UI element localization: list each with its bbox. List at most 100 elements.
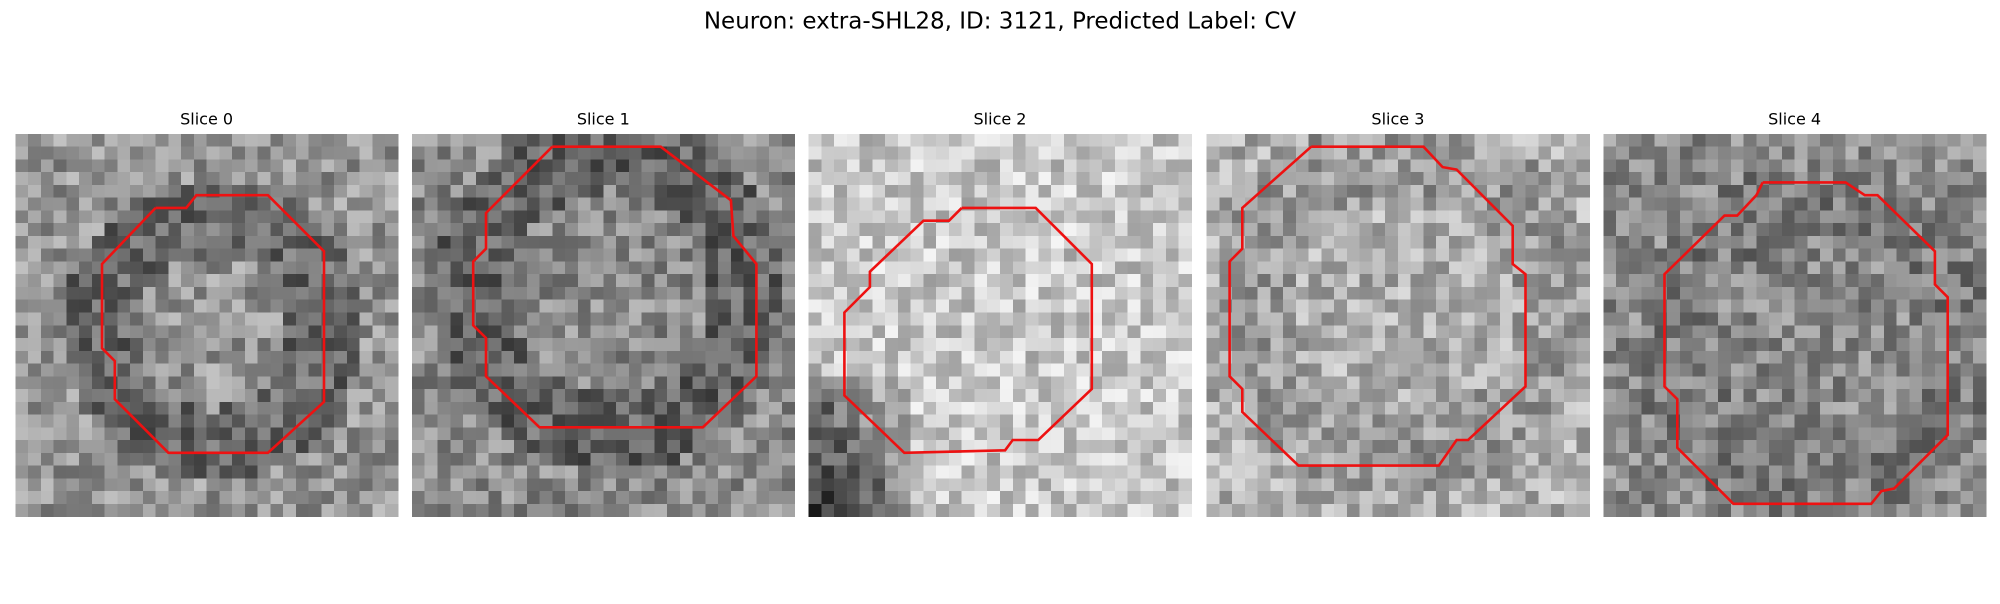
image-pixel bbox=[692, 465, 706, 479]
image-pixel bbox=[616, 210, 630, 224]
image-pixel bbox=[526, 223, 541, 237]
image-pixel bbox=[961, 133, 976, 148]
image-pixel bbox=[603, 440, 617, 454]
image-pixel bbox=[1679, 299, 1694, 314]
image-pixel bbox=[463, 389, 477, 403]
image-pixel bbox=[488, 261, 502, 275]
image-pixel bbox=[1692, 197, 1706, 212]
image-pixel bbox=[834, 210, 848, 224]
image-pixel bbox=[667, 389, 681, 403]
image-pixel bbox=[232, 363, 246, 377]
image-pixel bbox=[1127, 146, 1141, 161]
image-pixel bbox=[1423, 312, 1437, 326]
image-pixel bbox=[411, 286, 426, 301]
image-pixel bbox=[808, 235, 823, 250]
image-pixel bbox=[488, 465, 502, 479]
image-pixel bbox=[501, 286, 515, 301]
image-pixel bbox=[552, 235, 566, 250]
image-pixel bbox=[1308, 325, 1323, 339]
image-pixel bbox=[667, 197, 681, 212]
image-pixel bbox=[1807, 401, 1821, 416]
image-pixel bbox=[142, 133, 157, 148]
image-pixel bbox=[1461, 312, 1476, 326]
image-pixel bbox=[936, 389, 950, 403]
image-pixel bbox=[1743, 312, 1757, 326]
image-pixel bbox=[616, 465, 630, 479]
image-pixel bbox=[1667, 363, 1681, 377]
image-pixel bbox=[1628, 452, 1643, 467]
image-pixel bbox=[743, 465, 757, 479]
image-pixel bbox=[679, 350, 694, 365]
image-pixel bbox=[1499, 440, 1514, 454]
image-pixel bbox=[1270, 146, 1284, 161]
image-pixel bbox=[385, 338, 399, 352]
image-pixel bbox=[1178, 286, 1192, 301]
image-pixel bbox=[1165, 478, 1180, 492]
image-pixel bbox=[1385, 465, 1399, 479]
image-pixel bbox=[948, 401, 963, 416]
image-pixel bbox=[475, 491, 490, 505]
image-pixel bbox=[1270, 286, 1284, 301]
image-pixel bbox=[424, 363, 439, 377]
image-pixel bbox=[1063, 274, 1078, 288]
image-pixel bbox=[437, 440, 451, 454]
image-pixel bbox=[1436, 427, 1450, 441]
image-pixel bbox=[514, 427, 528, 441]
image-pixel bbox=[539, 338, 553, 352]
image-pixel bbox=[1436, 133, 1450, 148]
image-pixel bbox=[1922, 376, 1936, 390]
image-pixel bbox=[450, 312, 464, 326]
image-pixel bbox=[603, 235, 617, 250]
image-pixel bbox=[1283, 440, 1297, 454]
image-pixel bbox=[872, 299, 886, 314]
image-pixel bbox=[834, 261, 848, 275]
image-pixel bbox=[308, 465, 323, 479]
image-pixel bbox=[577, 350, 592, 365]
image-pixel bbox=[1334, 401, 1348, 416]
image-pixel bbox=[1934, 465, 1949, 479]
image-pixel bbox=[1334, 210, 1348, 224]
image-pixel bbox=[1219, 223, 1233, 237]
image-pixel bbox=[1127, 414, 1141, 428]
image-pixel bbox=[463, 427, 477, 441]
image-pixel bbox=[808, 146, 823, 161]
image-pixel bbox=[603, 478, 617, 492]
image-pixel bbox=[603, 338, 617, 352]
image-pixel bbox=[437, 389, 451, 403]
image-pixel bbox=[79, 159, 93, 173]
image-pixel bbox=[206, 478, 220, 492]
image-pixel bbox=[1308, 389, 1323, 403]
image-pixel bbox=[1603, 363, 1617, 377]
image-pixel bbox=[1896, 235, 1911, 250]
image-pixel bbox=[346, 452, 361, 467]
image-pixel bbox=[1718, 299, 1732, 314]
image-pixel bbox=[372, 299, 386, 314]
image-pixel bbox=[1807, 299, 1821, 314]
image-pixel bbox=[1448, 389, 1463, 403]
image-pixel bbox=[168, 274, 182, 288]
image-pixel bbox=[897, 299, 912, 314]
image-pixel bbox=[450, 389, 464, 403]
image-pixel bbox=[53, 338, 67, 352]
image-pixel bbox=[40, 184, 55, 199]
image-pixel bbox=[475, 312, 490, 326]
image-pixel bbox=[539, 491, 553, 505]
image-pixel bbox=[346, 197, 361, 212]
image-pixel bbox=[40, 338, 55, 352]
image-pixel bbox=[437, 427, 451, 441]
image-pixel bbox=[1960, 146, 1974, 161]
image-pixel bbox=[846, 465, 861, 479]
image-pixel bbox=[1641, 159, 1655, 173]
image-pixel bbox=[1385, 325, 1399, 339]
image-pixel bbox=[283, 299, 297, 314]
image-pixel bbox=[1025, 414, 1039, 428]
image-pixel bbox=[450, 235, 464, 250]
image-pixel bbox=[1896, 210, 1911, 224]
image-pixel bbox=[1538, 440, 1552, 454]
image-pixel bbox=[1730, 338, 1745, 352]
image-pixel bbox=[244, 223, 259, 237]
image-pixel bbox=[1359, 172, 1374, 186]
image-pixel bbox=[1114, 274, 1129, 288]
image-pixel bbox=[1410, 274, 1425, 288]
image-pixel bbox=[590, 274, 604, 288]
